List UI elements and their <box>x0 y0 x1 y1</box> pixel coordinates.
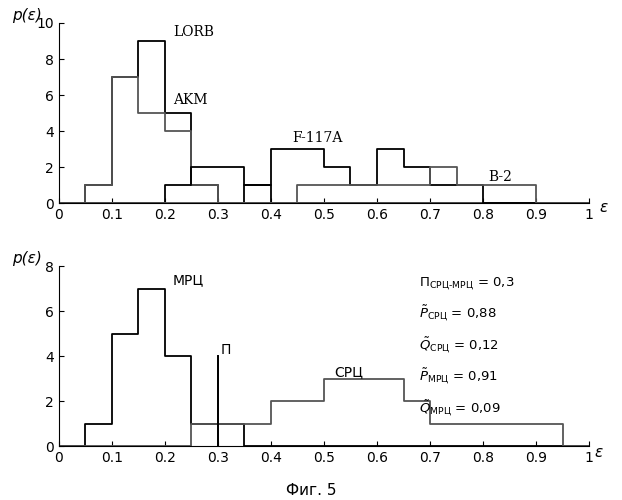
Text: МРЦ: МРЦ <box>173 273 204 287</box>
Text: B-2: B-2 <box>488 170 513 184</box>
Text: Фиг. 5: Фиг. 5 <box>285 483 337 498</box>
Y-axis label: p(ε): p(ε) <box>12 251 42 266</box>
Text: $\Pi_{\mathrm{СРЦ\text{-}МРЦ}}$ = 0,3
$\tilde{P}_{\mathrm{СРЦ}}$ = 0,88
$\tilde{: $\Pi_{\mathrm{СРЦ\text{-}МРЦ}}$ = 0,3 $\… <box>419 275 515 418</box>
Text: F-117A: F-117A <box>292 131 343 145</box>
Text: ε: ε <box>600 200 608 215</box>
Text: ε: ε <box>595 446 603 460</box>
Y-axis label: p(ε): p(ε) <box>12 8 42 23</box>
Text: LORB: LORB <box>173 24 214 38</box>
Text: П: П <box>221 343 231 357</box>
Text: СРЦ: СРЦ <box>335 366 363 380</box>
Text: AKM: AKM <box>173 93 207 107</box>
